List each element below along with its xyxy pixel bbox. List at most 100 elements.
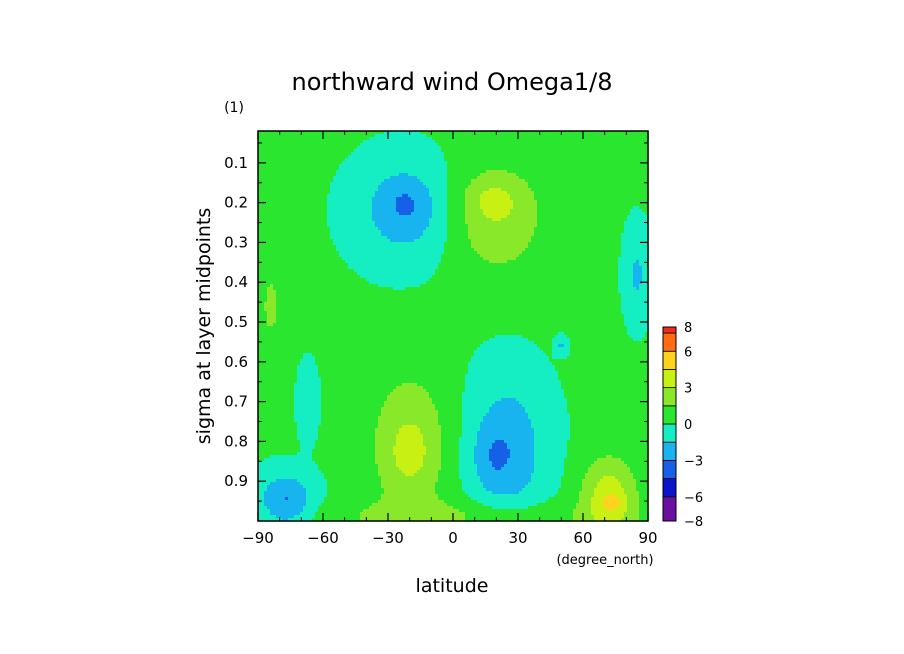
y-tick-label: 0.2	[224, 194, 248, 212]
heatmap-cell	[525, 485, 562, 489]
heatmap-cell	[582, 482, 598, 486]
heatmap-cell	[363, 509, 460, 513]
heatmap-cell	[315, 515, 361, 519]
heatmap-cell	[438, 494, 469, 498]
heatmap-cell	[276, 296, 622, 300]
heatmap-cell	[444, 500, 478, 504]
heatmap-cell	[507, 443, 535, 447]
heatmap-cell	[459, 461, 475, 465]
heatmap-cell	[318, 467, 379, 471]
heatmap-cell	[621, 236, 649, 240]
heatmap-cell	[258, 428, 298, 432]
heatmap-cell	[534, 341, 553, 345]
x-tick: 60	[573, 131, 593, 547]
heatmap-cell	[300, 443, 316, 447]
heatmap-cell	[360, 275, 433, 279]
heatmap-cell	[549, 497, 580, 501]
heatmap-cell	[438, 416, 463, 420]
heatmap-cell	[378, 464, 397, 468]
heatmap-cell	[375, 191, 430, 195]
heatmap-cell	[567, 401, 649, 405]
heatmap-cell	[459, 452, 475, 456]
heatmap-cell	[270, 512, 301, 516]
heatmap-cell	[297, 374, 319, 378]
heatmap-cell	[258, 440, 301, 444]
heatmap-cell	[267, 293, 277, 297]
heatmap-cell	[381, 479, 439, 483]
heatmap-cell	[570, 353, 649, 357]
heatmap-cell	[306, 488, 328, 492]
y-tick: 0.2	[224, 194, 648, 212]
heatmap-cell	[318, 374, 466, 378]
heatmap-cell	[258, 194, 328, 198]
heatmap-cell	[639, 506, 649, 510]
heatmap-cell	[375, 461, 397, 465]
heatmap-cell	[396, 461, 424, 465]
heatmap-cell	[258, 170, 337, 174]
heatmap-cell	[306, 497, 325, 501]
heatmap-cell	[327, 197, 373, 201]
colorbar-swatch	[662, 478, 677, 498]
heatmap-cell	[570, 425, 649, 429]
heatmap-cell	[561, 380, 649, 384]
heatmap-cell	[258, 365, 298, 369]
heatmap-cell	[543, 350, 553, 354]
heatmap-cell	[603, 506, 619, 510]
heatmap-cell	[264, 458, 313, 462]
heatmap-cell	[636, 488, 649, 492]
heatmap-cell	[459, 458, 475, 462]
heatmap-cell	[267, 317, 277, 321]
heatmap-cell	[489, 410, 526, 414]
heatmap-cell	[258, 515, 277, 519]
heatmap-cell	[258, 425, 298, 429]
heatmap-cell	[432, 137, 649, 141]
heatmap-cell	[570, 434, 649, 438]
heatmap-cell	[486, 170, 508, 174]
heatmap-cell	[258, 455, 271, 459]
heatmap-cell	[633, 266, 643, 270]
heatmap-cell	[264, 302, 277, 306]
heatmap-cell	[375, 428, 400, 432]
heatmap-cell	[360, 515, 466, 519]
heatmap-cell	[258, 407, 295, 411]
heatmap-cell	[285, 497, 289, 501]
heatmap-cell	[447, 209, 466, 213]
heatmap-cell	[258, 377, 298, 381]
heatmap-cell	[438, 470, 460, 474]
heatmap-cell	[468, 233, 535, 237]
heatmap-cell	[264, 503, 307, 507]
heatmap-cell	[471, 182, 529, 186]
heatmap-cell	[627, 494, 640, 498]
heatmap-cell	[537, 215, 628, 219]
heatmap-cell	[429, 395, 463, 399]
heatmap-cell	[441, 458, 460, 462]
heatmap-cell	[258, 500, 265, 504]
heatmap-cell	[327, 485, 382, 489]
heatmap-cell	[567, 335, 631, 339]
heatmap-cell	[639, 260, 649, 264]
heatmap-cell	[441, 146, 649, 150]
heatmap-cell	[408, 173, 448, 177]
heatmap-cell	[531, 188, 649, 192]
heatmap-cell	[561, 383, 649, 387]
heatmap-cell	[294, 419, 322, 423]
colorbar-label: 6	[684, 345, 692, 360]
heatmap-cell	[378, 188, 430, 192]
colorbar-frame	[662, 326, 677, 522]
heatmap-cell	[294, 515, 316, 519]
heatmap-cell	[258, 266, 349, 270]
heatmap-cell	[423, 233, 448, 237]
heatmap-cell	[528, 185, 649, 189]
heatmap-cell	[534, 470, 565, 474]
heatmap-cell	[570, 419, 649, 423]
heatmap-cell	[462, 395, 565, 399]
heatmap-cell	[306, 491, 328, 495]
heatmap-cell	[534, 434, 571, 438]
heatmap-cell	[258, 257, 343, 261]
heatmap-cell	[624, 224, 649, 228]
heatmap-cell	[492, 464, 505, 468]
heatmap-cell	[297, 368, 319, 372]
heatmap-cell	[462, 413, 487, 417]
heatmap-cell	[258, 416, 295, 420]
